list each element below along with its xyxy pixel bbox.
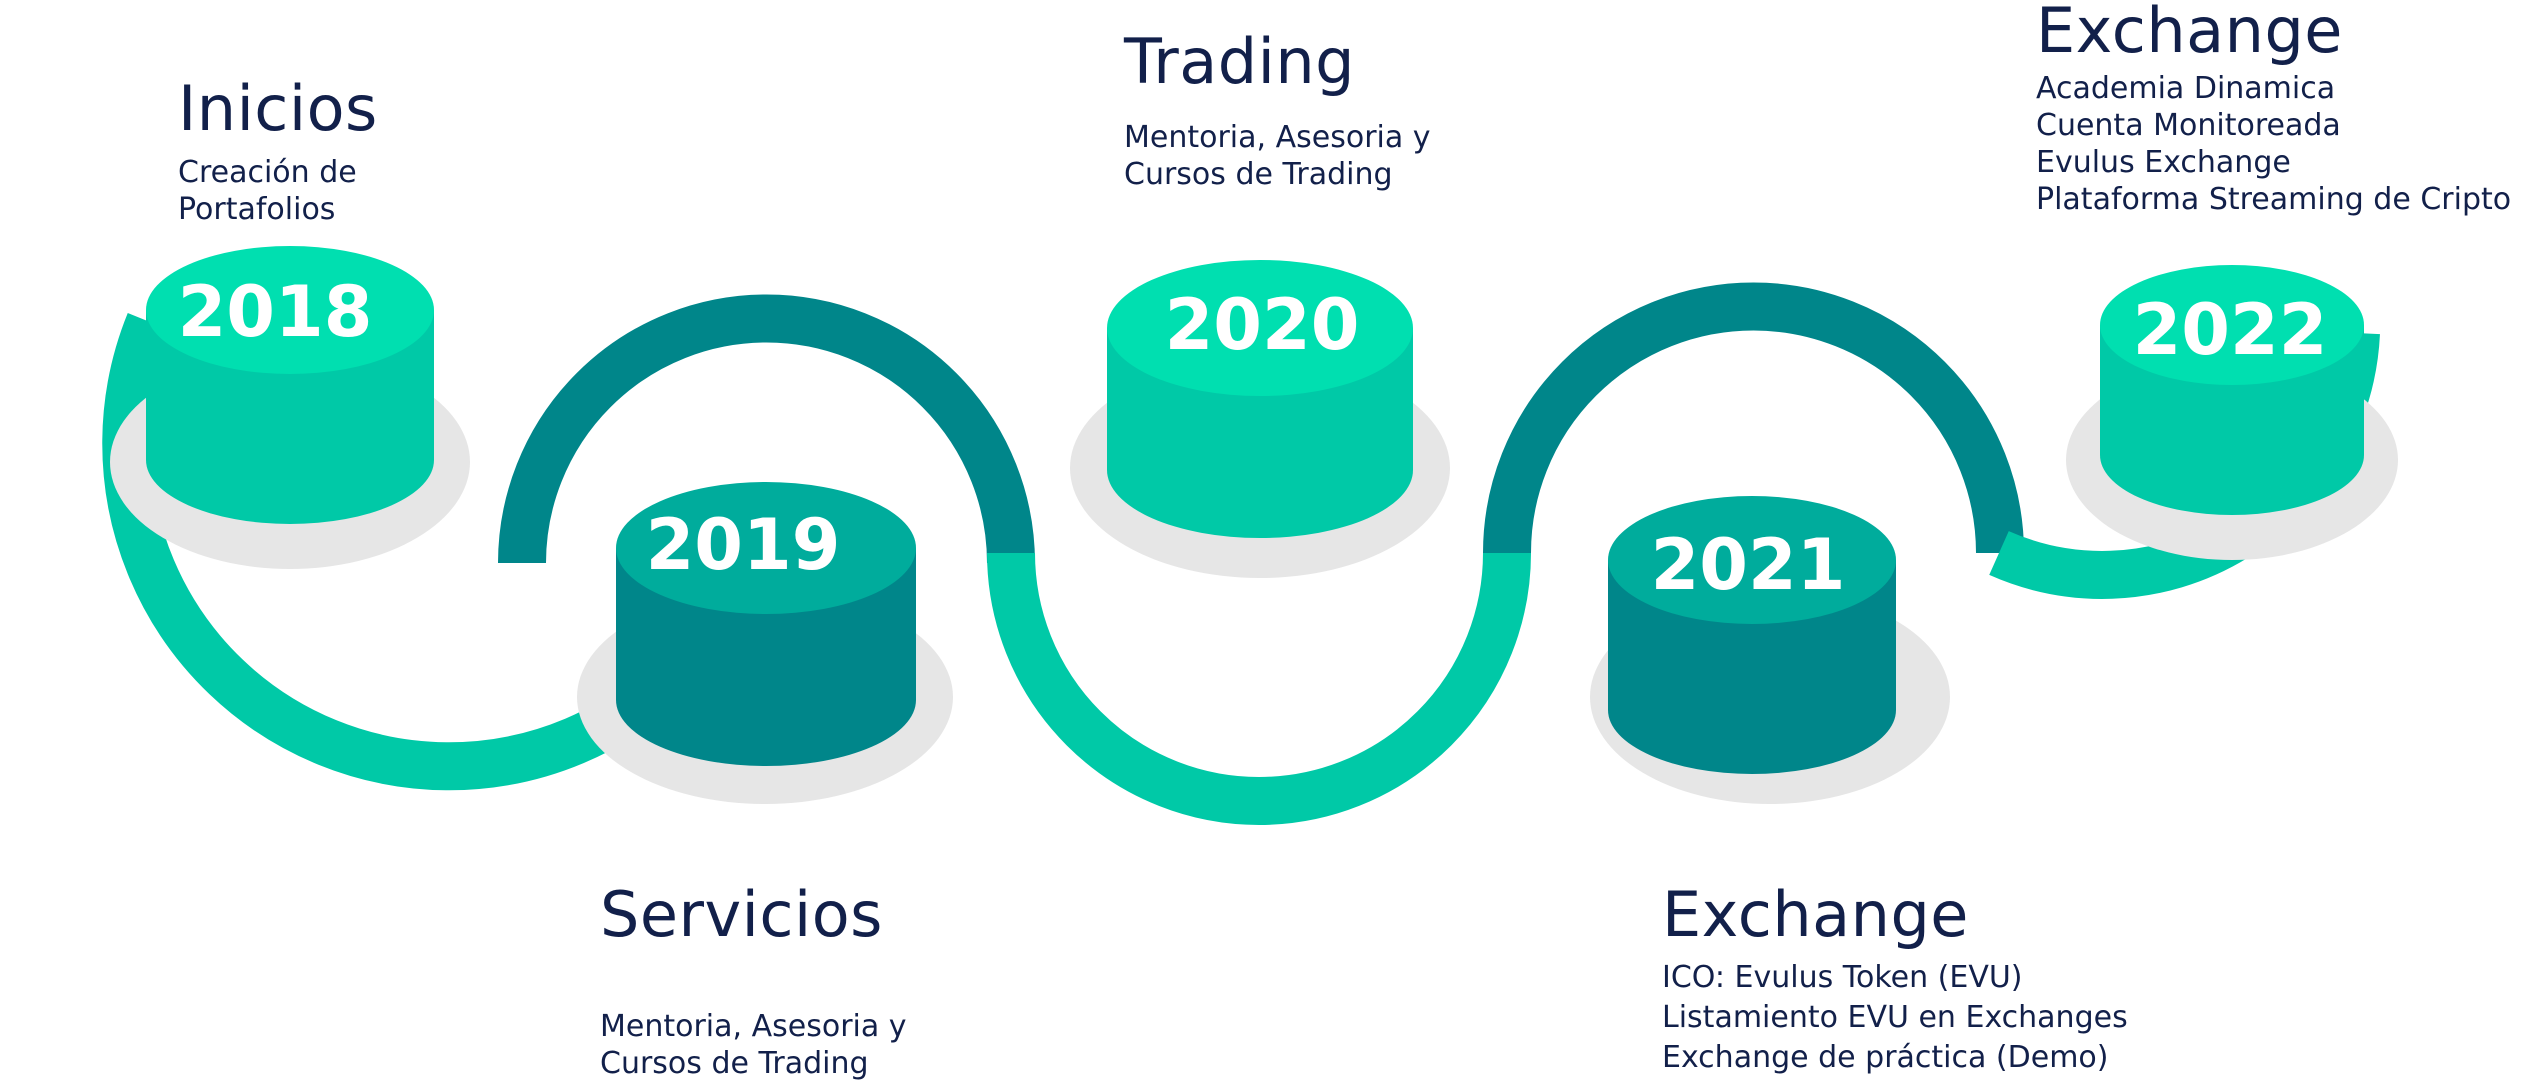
year-label: 2022: [2133, 289, 2328, 371]
milestone-2020-cylinder: 2020: [1070, 260, 1450, 578]
milestone-line: Plataforma Streaming de Cripto: [2036, 182, 2512, 217]
year-label: 2020: [1165, 284, 1360, 366]
milestone-line: Exchange de práctica (Demo): [1662, 1040, 2109, 1075]
milestone-line: Mentoria, Asesoria y: [1124, 120, 1431, 155]
milestone-title: Exchange: [2036, 0, 2343, 67]
milestone-line: Mentoria, Asesoria y: [600, 1009, 907, 1044]
milestone-line: Cursos de Trading: [1124, 157, 1393, 192]
milestone-title: Exchange: [1662, 878, 1969, 951]
milestone-title: Inicios: [178, 72, 378, 145]
year-label: 2019: [646, 504, 841, 586]
milestone-2019-caption: Servicios Mentoria, Asesoria y Cursos de…: [600, 884, 907, 1082]
milestone-title: Servicios: [600, 878, 883, 951]
path-arc-4: [1483, 282, 2024, 554]
milestone-2021-caption: Exchange ICO: Evulus Token (EVU) Listami…: [1662, 884, 2128, 1078]
milestone-line: Cuenta Monitoreada: [2036, 108, 2341, 143]
milestone-2021-cylinder: 2021: [1590, 496, 1950, 804]
path-arc-2: [498, 294, 1035, 564]
milestone-line: Portafolios: [178, 192, 336, 227]
milestone-line: Listamiento EVU en Exchanges: [1662, 1000, 2128, 1035]
year-label: 2021: [1651, 524, 1846, 606]
milestone-2022-cylinder: 2022: [2066, 265, 2398, 560]
year-label: 2018: [178, 271, 373, 353]
milestone-line: Evulus Exchange: [2036, 145, 2291, 180]
path-arc-3: [987, 552, 1531, 825]
milestone-2019-cylinder: 2019: [577, 482, 953, 804]
milestone-line: ICO: Evulus Token (EVU): [1662, 960, 2023, 995]
milestone-title: Trading: [1124, 25, 1355, 98]
milestone-line: Academia Dinamica: [2036, 71, 2336, 106]
milestone-2018-cylinder: 2018: [110, 246, 470, 569]
milestone-2020-caption: Trading Mentoria, Asesoria y Cursos de T…: [1124, 31, 1431, 193]
milestone-line: Cursos de Trading: [600, 1046, 869, 1081]
milestone-line: Creación de: [178, 155, 357, 190]
milestone-2022-caption: Exchange Academia Dinamica Cuenta Monito…: [2036, 0, 2511, 218]
milestone-2018-caption: Inicios Creación de Portafolios: [178, 78, 378, 228]
